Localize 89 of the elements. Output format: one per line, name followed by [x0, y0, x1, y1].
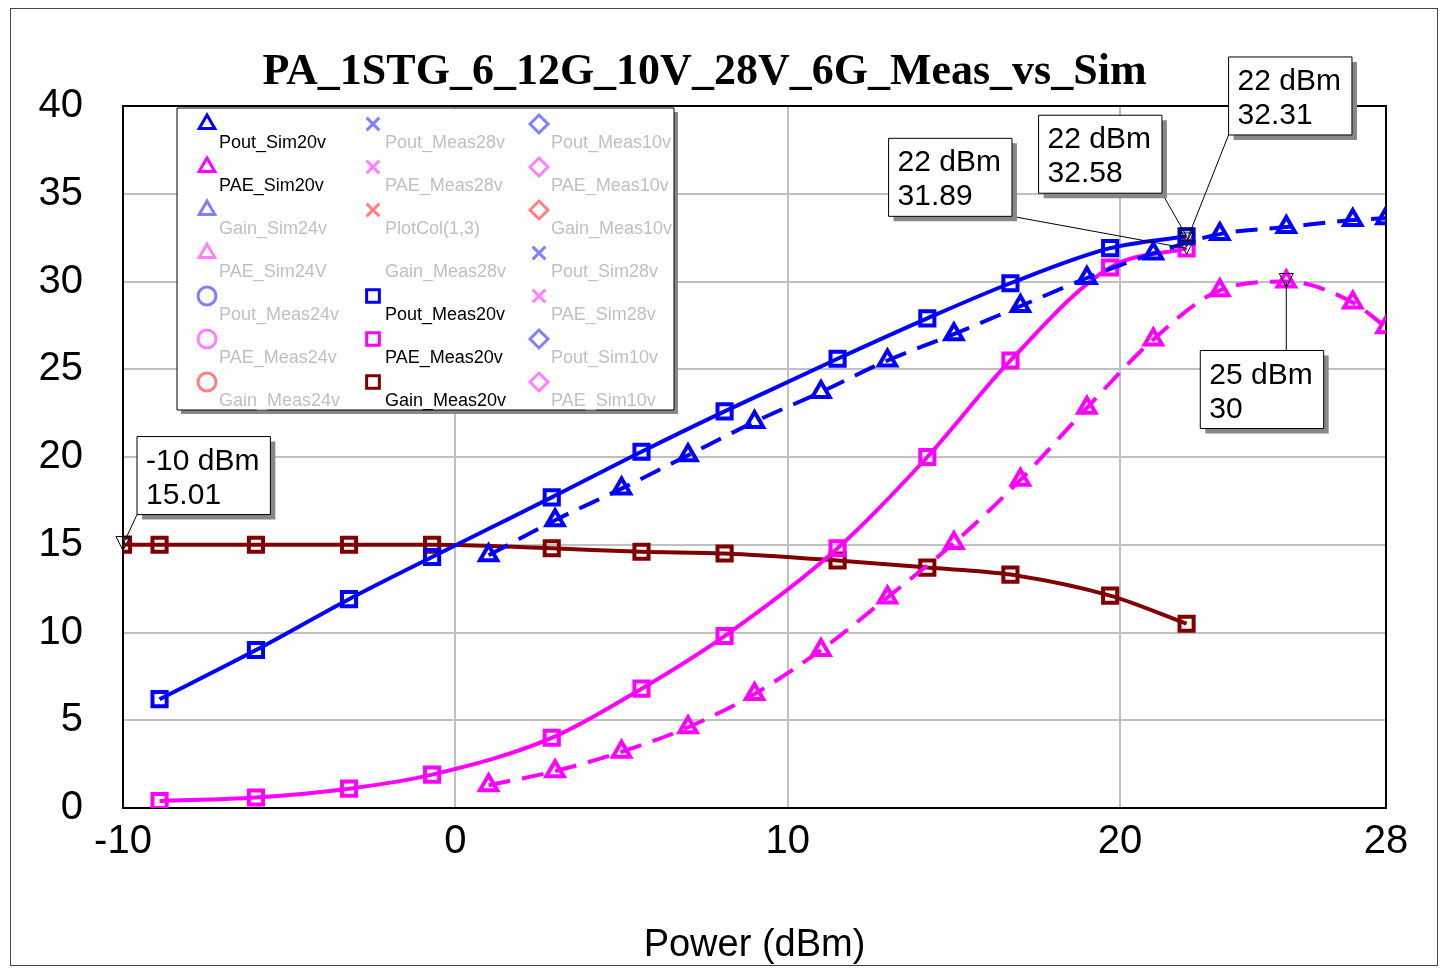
annotation: 22 dBm 32.31: [1237, 62, 1341, 130]
legend-label: Pout_Sim10v: [551, 347, 659, 368]
y-tick-label: 30: [38, 256, 83, 301]
point: [828, 349, 847, 368]
point: [544, 508, 566, 528]
x-tick-label: 28: [1363, 817, 1409, 862]
x-tick-label: 20: [1097, 817, 1143, 862]
point: [677, 443, 699, 463]
point: [1001, 351, 1020, 370]
legend-label: Gain_Meas10v: [551, 218, 673, 239]
y-tick-label: 15: [38, 519, 83, 564]
point: [1101, 258, 1120, 277]
text: Gain_Meas28v: [385, 261, 507, 282]
point: [246, 640, 266, 660]
legend-label: PAE_Sim24V: [219, 261, 327, 282]
legend-label: PAE_Sim10v: [551, 390, 656, 411]
point: [876, 348, 899, 368]
legend-label: Pout_Sim28v: [551, 261, 659, 282]
point: [828, 539, 847, 558]
legend-label: Gain_Meas20v: [385, 390, 507, 411]
y-tick-label: 0: [60, 783, 83, 828]
point: [632, 542, 651, 561]
point: [632, 442, 651, 461]
chart-title: PA_1STG_6_12G_10V_28V_6G_Meas_vs_Sim: [262, 45, 1147, 94]
point: [876, 585, 899, 605]
point: [918, 309, 937, 328]
y-tick-label: 25: [38, 344, 83, 389]
point: [246, 788, 266, 807]
point: [1342, 208, 1364, 228]
point: [1142, 241, 1164, 261]
point: [715, 544, 734, 563]
point: [1076, 265, 1098, 285]
point: [339, 590, 359, 609]
y-tick-label: 35: [38, 168, 83, 213]
legend-label: PAE_Sim20v: [219, 175, 324, 196]
point: [339, 779, 359, 798]
point: [477, 543, 500, 563]
annotation: -10 dBm 15.01: [146, 442, 260, 510]
y-tick-label: 40: [38, 81, 83, 126]
annotation: 25 dBm 30: [1209, 356, 1313, 424]
point: [150, 690, 169, 709]
point: [1209, 222, 1231, 242]
legend-label: PAE_Meas28v: [385, 175, 503, 196]
legend-label: PAE_Meas10v: [551, 175, 669, 196]
point: [150, 791, 169, 808]
point: [810, 638, 832, 658]
point: [715, 626, 734, 646]
y-tick-label: 10: [38, 607, 83, 652]
point: [943, 531, 965, 550]
legend-label: PlotCol(1,3): [385, 218, 481, 238]
x-tick-label: -10: [94, 817, 152, 862]
legend-label: Pout_Meas20v: [385, 304, 506, 325]
legend-label: Pout_Meas24v: [219, 304, 340, 325]
point: [542, 488, 561, 507]
point: [542, 539, 561, 558]
point: [918, 447, 937, 467]
point: [150, 535, 169, 554]
point: [943, 322, 965, 342]
legend-label: Pout_Sim20v: [219, 132, 327, 153]
point: [715, 402, 734, 421]
point: [743, 409, 766, 429]
point: [423, 547, 442, 567]
point: [1101, 586, 1120, 605]
annotation: 22 dBm 31.89: [897, 144, 1001, 212]
point: [1177, 614, 1196, 633]
point: [1009, 294, 1032, 314]
legend-label: Pout_Meas10v: [551, 132, 672, 153]
point: [542, 728, 561, 747]
annotation: 22 dBm 32.58: [1047, 121, 1151, 189]
point: [1209, 278, 1231, 298]
y-tick-label: 5: [60, 695, 83, 740]
point: [632, 679, 651, 698]
legend-label: PAE_Sim28v: [551, 304, 656, 325]
legend-label: PAE_Meas20v: [385, 347, 503, 368]
legend-label: Gain_Meas24v: [219, 390, 341, 411]
legend-label: Gain_Sim24v: [219, 218, 328, 239]
point: [423, 765, 442, 784]
point: [246, 535, 266, 554]
legend-label: Pout_Meas28v: [385, 132, 506, 153]
point: [1275, 215, 1297, 235]
point: [810, 380, 832, 400]
y-tick-label: 20: [38, 432, 83, 477]
x-axis-title: Power (dBm): [643, 921, 866, 964]
x-tick-label: 0: [444, 817, 467, 862]
legend-label: PAE_Meas24v: [219, 347, 337, 368]
x-tick-label: 10: [765, 817, 810, 862]
point: [339, 535, 359, 554]
point: [1142, 327, 1164, 347]
point: [1001, 565, 1020, 584]
